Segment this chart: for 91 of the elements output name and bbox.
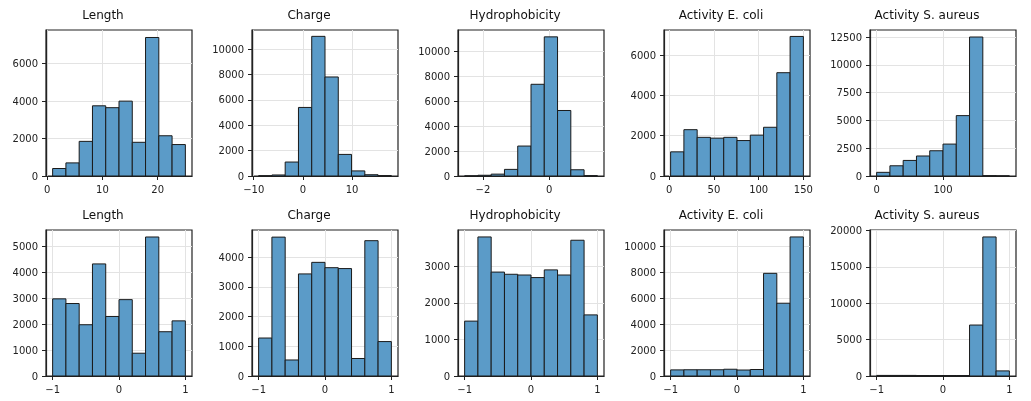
x-tick-label: 100 <box>933 183 953 195</box>
y-tick-label: 4000 <box>424 120 450 132</box>
x-tick-label: 50 <box>707 183 721 195</box>
y-tick-label: 4000 <box>12 266 38 278</box>
y-tick-label: 8000 <box>218 68 244 80</box>
x-tick-label: −10 <box>243 183 265 195</box>
y-tick-label: 4000 <box>12 95 38 107</box>
x-tick-label: 150 <box>793 183 813 195</box>
x-tick-label: 1 <box>594 383 601 395</box>
y-tick-label: 0 <box>855 170 862 182</box>
y-tick-label: 20000 <box>830 224 862 236</box>
chart-title: Length <box>82 208 124 222</box>
x-tick-label: −1 <box>45 383 61 395</box>
chart-title: Activity S. aureus <box>874 8 980 22</box>
y-tick-label: 10000 <box>830 59 862 71</box>
x-tick-label: −2 <box>475 183 491 195</box>
y-tick-label: 3000 <box>424 260 450 272</box>
y-tick-label: 8000 <box>424 70 450 82</box>
x-tick-label: 1 <box>800 383 807 395</box>
x-tick-label: 0 <box>321 383 329 395</box>
x-tick-label: −1 <box>457 383 473 395</box>
x-tick-label: 0 <box>115 383 123 395</box>
chart-title: Length <box>82 8 124 22</box>
y-tick-label: 4000 <box>218 119 244 131</box>
y-tick-label: 4000 <box>218 251 244 263</box>
y-tick-label: 2000 <box>630 130 656 142</box>
y-tick-label: 0 <box>237 370 244 382</box>
x-tick-label: 0 <box>666 183 673 195</box>
y-tick-label: 6000 <box>630 292 656 304</box>
chart-title: Charge <box>287 208 331 222</box>
y-tick-label: 0 <box>443 170 450 182</box>
y-tick-label: 4000 <box>630 89 656 101</box>
chart-title: Hydrophobicity <box>469 208 561 222</box>
y-tick-label: 8000 <box>630 266 656 278</box>
x-tick-label: 10 <box>96 183 109 195</box>
x-tick-label: 1 <box>388 383 395 395</box>
y-tick-label: 2000 <box>12 318 38 330</box>
y-tick-label: 2500 <box>836 142 862 154</box>
y-tick-label: 7500 <box>836 87 862 99</box>
y-tick-label: 0 <box>443 370 450 382</box>
y-tick-label: 2000 <box>424 145 450 157</box>
x-tick-label: −1 <box>663 383 679 395</box>
y-tick-label: 0 <box>31 170 38 182</box>
y-tick-label: 0 <box>649 370 656 382</box>
y-tick-label: 3000 <box>218 281 244 293</box>
x-tick-label: −1 <box>869 383 885 395</box>
chart-title: Hydrophobicity <box>469 8 561 22</box>
y-tick-label: 6000 <box>630 49 656 61</box>
y-tick-label: 6000 <box>424 95 450 107</box>
x-tick-label: 0 <box>299 183 307 195</box>
chart-title: Activity S. aureus <box>874 208 980 222</box>
y-tick-label: 5000 <box>12 241 38 253</box>
x-tick-label: −1 <box>251 383 267 395</box>
x-tick-label: 0 <box>527 383 535 395</box>
y-tick-label: 2000 <box>12 133 38 145</box>
y-tick-label: 0 <box>31 370 38 382</box>
y-tick-label: 15000 <box>830 261 862 273</box>
y-tick-label: 5000 <box>836 114 862 126</box>
y-tick-label: 10000 <box>830 297 862 309</box>
y-tick-label: 0 <box>649 170 656 182</box>
y-tick-label: 0 <box>855 370 862 382</box>
y-tick-label: 2000 <box>218 145 244 157</box>
y-tick-label: 2000 <box>424 297 450 309</box>
y-tick-label: 3000 <box>12 292 38 304</box>
y-tick-label: 0 <box>237 170 244 182</box>
y-tick-label: 2000 <box>218 311 244 323</box>
chart-title: Activity E. coli <box>678 8 764 22</box>
y-tick-label: 4000 <box>630 318 656 330</box>
x-tick-label: 0 <box>546 183 553 195</box>
y-tick-label: 2000 <box>630 344 656 356</box>
x-tick-label: 20 <box>151 183 165 195</box>
chart-title: Charge <box>287 8 331 22</box>
x-tick-label: 100 <box>749 183 769 195</box>
x-tick-label: 10 <box>345 183 359 195</box>
y-tick-label: 10000 <box>624 240 656 252</box>
y-tick-label: 12500 <box>830 31 862 43</box>
x-tick-label: 0 <box>873 183 880 195</box>
y-tick-label: 1000 <box>424 333 450 345</box>
y-tick-label: 6000 <box>12 58 38 70</box>
y-tick-label: 1000 <box>12 344 38 356</box>
x-tick-label: 1 <box>1006 383 1013 395</box>
chart-title: Activity E. coli <box>678 208 764 222</box>
x-tick-label: 1 <box>182 383 189 395</box>
y-tick-label: 10000 <box>212 43 244 55</box>
x-tick-label: 0 <box>733 383 741 395</box>
x-tick-label: 0 <box>939 383 947 395</box>
y-tick-label: 1000 <box>218 340 244 352</box>
y-tick-label: 5000 <box>836 334 862 346</box>
y-tick-label: 10000 <box>418 45 450 57</box>
x-tick-label: 0 <box>43 183 51 195</box>
y-tick-label: 6000 <box>218 94 244 106</box>
